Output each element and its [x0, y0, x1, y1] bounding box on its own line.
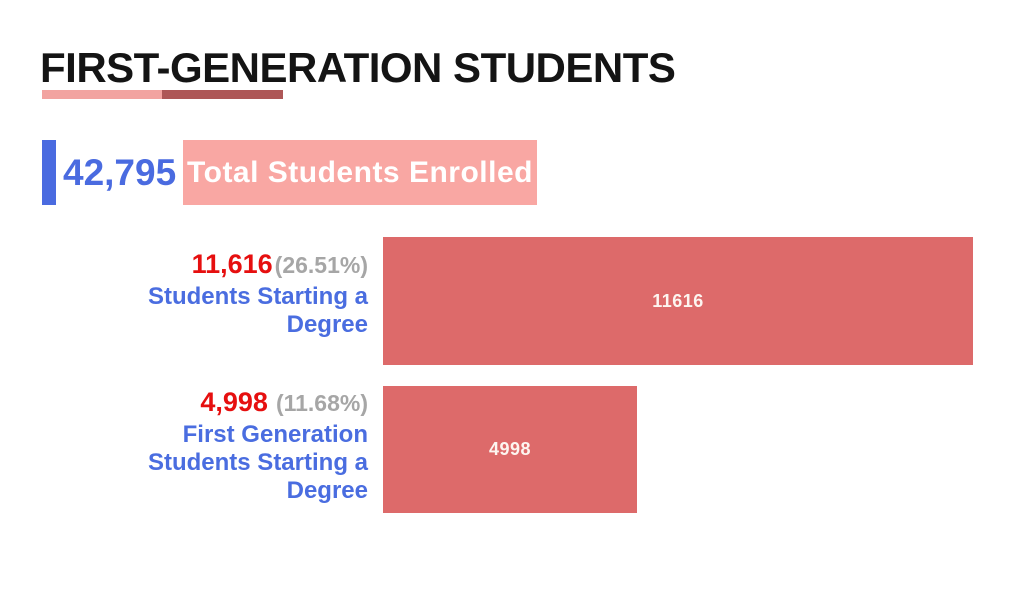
row-1-labels: 11,616(26.51%) Students Starting a Degre… [40, 250, 368, 339]
bar-1-value-label: 11616 [652, 290, 704, 311]
row-2-labels: 4,998 (11.68%) First Generation Students … [40, 388, 368, 505]
page-title: FIRST-GENERATION STUDENTS [40, 44, 676, 91]
bar-students-starting-degree: 11616 [383, 237, 973, 365]
bar-2-value-label: 4998 [488, 439, 532, 459]
title-underline [42, 90, 283, 99]
row-1-value: 11,616 [191, 249, 273, 279]
row-2-value-line: 4,998 (11.68%) [40, 388, 368, 421]
row-2-label-line: First Generation [182, 421, 368, 448]
row-1-percent: (26.51%) [274, 252, 368, 278]
underline-segment-light [42, 90, 162, 99]
row-1-label-line: Students Starting a [147, 283, 368, 310]
total-enrolled-badge: Total Students Enrolled [183, 140, 537, 205]
stat-accent-bar [42, 140, 56, 205]
row-2-label-line: Degree [286, 477, 368, 504]
underline-segment-dark [162, 90, 283, 99]
row-1-label-line: Degree [286, 311, 368, 338]
row-2-value: 4,998 [200, 387, 268, 417]
total-enrolled-value: 42,795 [63, 152, 177, 193]
bar-first-gen-students-starting-degree: 4998 [383, 386, 637, 513]
row-1-value-line: 11,616(26.51%) [40, 250, 368, 283]
total-enrolled-label: Total Students Enrolled [187, 155, 533, 189]
row-2-percent: (11.68%) [275, 390, 368, 416]
row-2-label-line: Students Starting a [147, 449, 368, 476]
